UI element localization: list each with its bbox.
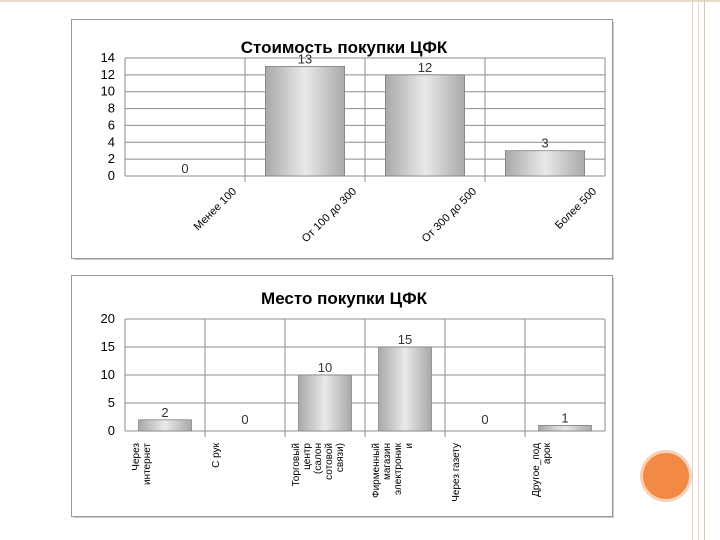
x-category-label: С рук <box>211 442 222 467</box>
x-category-label: Через <box>131 443 142 471</box>
data-label: 0 <box>481 412 488 427</box>
y-tick-label: 5 <box>108 395 115 410</box>
data-label: 12 <box>418 60 432 75</box>
bar <box>538 424 592 432</box>
x-category-label: и <box>404 443 415 449</box>
x-category-label: Через газету <box>451 443 462 502</box>
bar <box>138 419 192 432</box>
data-label: 1 <box>561 410 568 425</box>
x-category-label: От 300 до 500 <box>420 186 479 245</box>
x-category-label: сотовой <box>324 443 335 480</box>
x-category-label: магазин <box>382 443 393 480</box>
y-tick-label: 0 <box>108 423 115 438</box>
slide-border-line <box>704 0 705 540</box>
x-category-label: Другое_под <box>531 443 542 497</box>
cost-chart: Стоимость покупки ЦФК 0 2 4 6 8 10 12 14 0 13 12 3 Ме… <box>72 20 612 258</box>
data-label: 0 <box>181 161 188 176</box>
data-label: 3 <box>541 136 548 151</box>
x-category-label: (салон <box>313 443 324 474</box>
bar <box>378 346 432 432</box>
y-tick-label: 12 <box>101 67 115 82</box>
y-tick-label: 15 <box>101 339 115 354</box>
bar <box>384 74 465 177</box>
y-tick-label: 14 <box>101 50 115 65</box>
decorative-orange-circle <box>640 450 692 502</box>
x-category-label: интернет <box>142 443 153 485</box>
y-tick-label: 10 <box>101 367 115 382</box>
y-tick-label: 2 <box>108 151 115 166</box>
cost-chart-svg: Стоимость покупки ЦФК 0 2 4 68 10 12 14 0 13 12 3 Ме… <box>101 38 606 245</box>
bar <box>504 150 585 177</box>
x-category-label: От 100 до 300 <box>300 186 359 245</box>
x-category-label: Торговый <box>291 443 302 487</box>
data-label: 2 <box>161 405 168 420</box>
x-category-label: электроник <box>393 442 404 495</box>
slide-top-border <box>0 0 720 2</box>
x-category-label: Менее 100 <box>192 186 239 233</box>
y-tick-label: 10 <box>101 84 115 99</box>
y-tick-label: 20 <box>101 311 115 326</box>
data-label: 0 <box>241 412 248 427</box>
x-category-label: Фирменный <box>371 443 382 498</box>
bar <box>264 66 345 177</box>
y-tick-label: 0 <box>108 168 115 183</box>
data-label: 15 <box>398 332 412 347</box>
y-tick-label: 6 <box>108 117 115 132</box>
slide-border-line <box>692 0 693 540</box>
slide-border-line <box>698 0 699 540</box>
data-label: 10 <box>318 360 332 375</box>
chart-title: Стоимость покупки ЦФК <box>241 38 448 57</box>
place-chart: Место покупки ЦФК 0 5 10 15 20 2 0 10 15 0 1 Через ин… <box>72 276 612 516</box>
y-tick-label: 8 <box>108 101 115 116</box>
y-tick-label: 4 <box>108 134 115 149</box>
chart-title: Место покупки ЦФК <box>261 289 428 308</box>
x-category-label: арок <box>542 442 553 464</box>
x-category-label: центр <box>302 443 313 470</box>
x-category-label: Более 500 <box>553 186 599 232</box>
x-category-label: связи) <box>335 443 346 472</box>
bar <box>298 374 352 432</box>
data-label: 13 <box>298 51 312 66</box>
